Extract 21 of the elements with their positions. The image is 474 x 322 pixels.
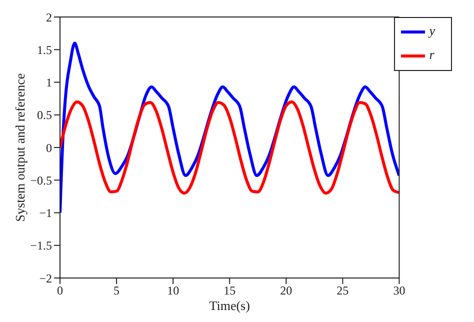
- y-tick-label: −1.5: [30, 238, 52, 253]
- y-tick-label: 0.5: [37, 108, 52, 122]
- legend-label: r: [429, 46, 434, 62]
- x-tick-label: 0: [57, 284, 63, 298]
- y-tick-label: 1: [46, 76, 52, 90]
- x-tick-label: 5: [114, 284, 120, 298]
- x-tick-label: 20: [280, 284, 292, 298]
- y-tick-label: −0.5: [30, 173, 52, 188]
- legend-label: y: [429, 22, 435, 38]
- x-tick-label: 15: [224, 284, 236, 298]
- x-tick-label: 30: [393, 284, 406, 298]
- y-tick-label: 0: [46, 140, 52, 155]
- y-axis-title: System output and reference: [12, 73, 28, 222]
- y-tick-label: 1.5: [37, 42, 52, 57]
- x-tick-label: 25: [336, 284, 349, 298]
- x-axis-title: Time(s): [209, 298, 250, 313]
- y-tick-label: 2: [46, 10, 52, 24]
- y-tick-label: −2: [39, 271, 52, 286]
- y-tick-label: −1: [39, 206, 52, 220]
- x-tick-label: 10: [167, 284, 180, 298]
- line-series: [60, 100, 400, 195]
